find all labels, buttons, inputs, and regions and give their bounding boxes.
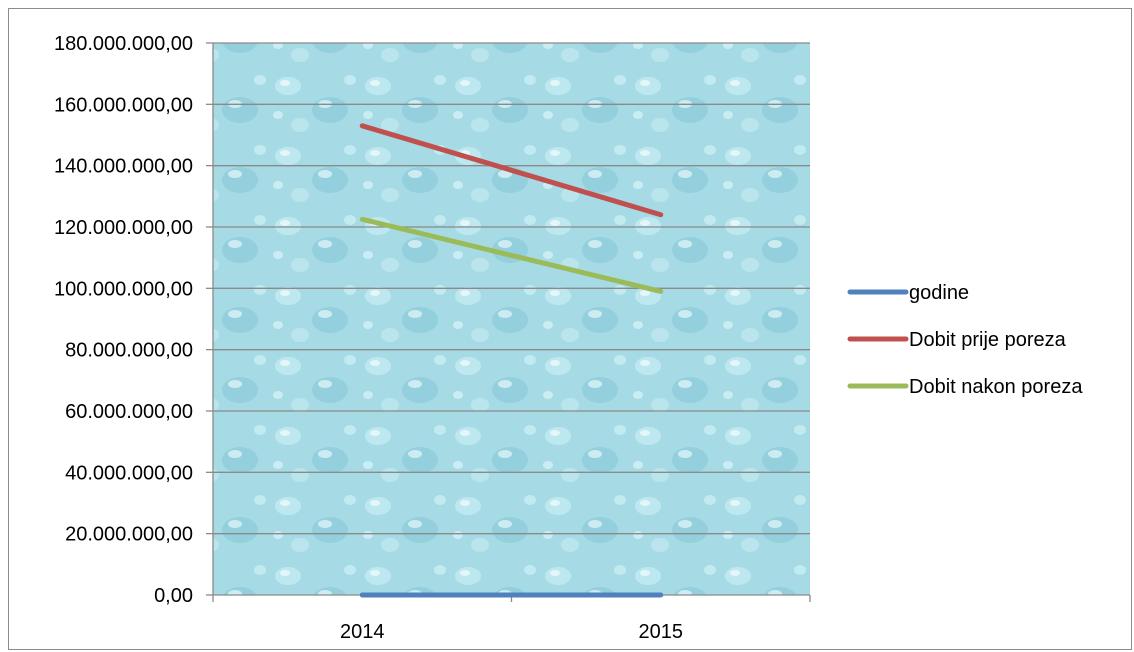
legend-entry-label: Dobit nakon poreza [909, 376, 1083, 398]
y-tick-label: 120.000.000,00 [54, 217, 193, 239]
legend-entry-label: godine [909, 282, 969, 304]
x-tick-label: 2015 [639, 621, 684, 643]
y-tick-label: 40.000.000,00 [65, 462, 193, 484]
y-tick-label: 140.000.000,00 [54, 156, 193, 178]
gridlines [206, 42, 810, 596]
x-tick-label: 2014 [340, 621, 385, 643]
plot-area [213, 43, 810, 595]
legend: godine Dobit prije poreza Dobit nakon pore… [847, 282, 1083, 398]
y-tick-labels: 0,00 20.000.000,00 40.000.000,00 60.000.000… [54, 33, 193, 607]
y-tick-label: 60.000.000,00 [65, 401, 193, 423]
series-lines [359, 123, 664, 598]
y-tick-label: 0,00 [154, 585, 193, 607]
y-tick-label: 100.000.000,00 [54, 278, 193, 300]
y-tick-label: 160.000.000,00 [54, 94, 193, 116]
y-tick-label: 20.000.000,00 [65, 524, 193, 546]
y-tick-label: 80.000.000,00 [65, 340, 193, 362]
y-tick-label: 180.000.000,00 [54, 33, 193, 55]
x-tick-labels: 2014 2015 [340, 621, 683, 643]
series-line-2 [359, 216, 664, 294]
legend-entry-label: Dobit prije poreza [909, 329, 1067, 351]
series-line-1 [359, 123, 664, 218]
